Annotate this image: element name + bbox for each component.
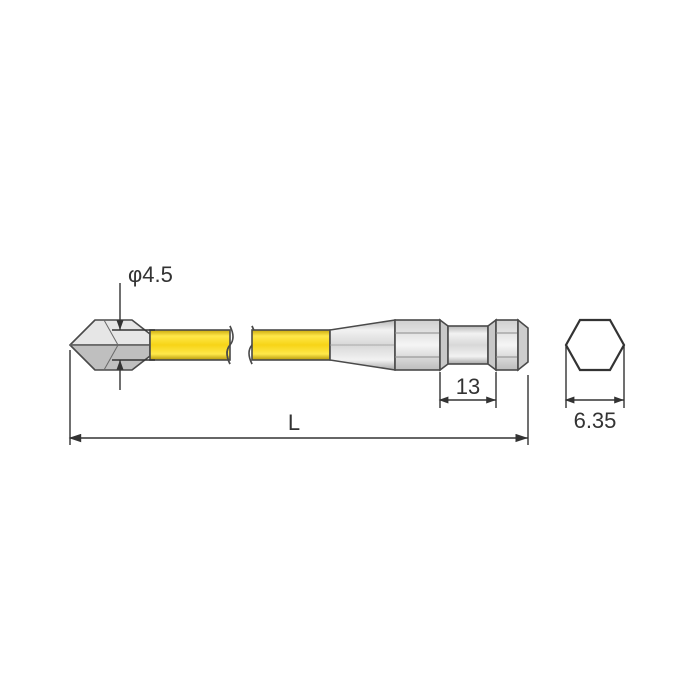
taper — [330, 320, 395, 370]
hex-cross-section — [566, 320, 624, 370]
dim-hex-label: 6.35 — [574, 408, 617, 433]
dim-length-label: L — [288, 410, 300, 435]
dim-diameter-label: φ4.5 — [128, 262, 173, 287]
phillips-tip — [70, 320, 150, 370]
bit-dimension-diagram: φ4.5 L 13 6.35 — [0, 0, 700, 700]
yellow-shaft-left — [150, 330, 230, 360]
dim-groove-label: 13 — [456, 374, 480, 399]
yellow-shaft-right — [252, 330, 330, 360]
hex-shank — [395, 320, 528, 370]
length-break — [227, 324, 255, 366]
